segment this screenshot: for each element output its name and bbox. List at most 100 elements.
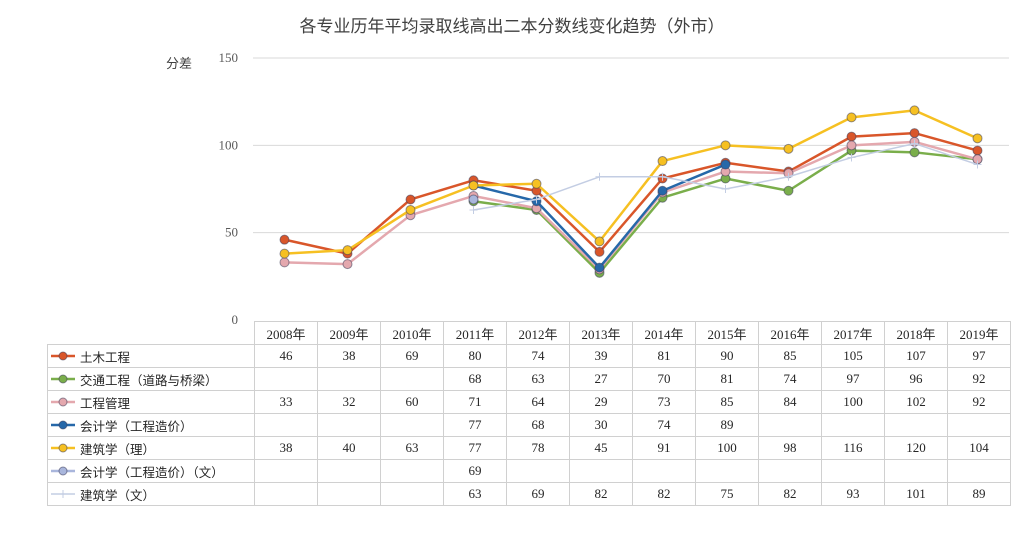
data-label [317, 459, 381, 483]
legend-key-marker [58, 466, 68, 476]
data-point [405, 204, 416, 215]
data-label: 63 [443, 482, 507, 506]
data-label: 84 [758, 390, 822, 414]
data-point [720, 159, 731, 170]
data-label: 116 [821, 436, 885, 460]
legend-key-marker [58, 351, 68, 361]
data-point [846, 131, 857, 142]
data-point [469, 205, 478, 214]
data-point [973, 160, 982, 169]
data-label: 81 [695, 367, 759, 391]
legend-entry: 建筑学（理） [47, 436, 255, 460]
table-row: 建筑学（文） 63 69 82 82 75 82 93 101 89 [47, 482, 1011, 506]
data-point [721, 185, 730, 193]
series-line [283, 109, 979, 255]
data-label: 85 [695, 390, 759, 414]
legend-label: 土木工程 [80, 349, 131, 365]
table-row: 交通工程（道路与桥梁） 68 63 27 70 81 74 97 96 92 [47, 367, 1011, 391]
legend-label: 工程管理 [80, 395, 131, 411]
data-label: 45 [569, 436, 633, 460]
data-label: 46 [254, 344, 318, 368]
data-point [972, 145, 983, 156]
data-label: 64 [506, 390, 570, 414]
data-label: 104 [947, 436, 1011, 460]
data-label: 68 [443, 367, 507, 391]
series-0 [279, 128, 983, 259]
data-label [695, 459, 759, 483]
data-label: 82 [758, 482, 822, 506]
data-point [594, 236, 605, 247]
data-label: 75 [695, 482, 759, 506]
x-tick-label: 2010年 [380, 321, 444, 345]
data-label: 98 [758, 436, 822, 460]
data-label: 38 [254, 436, 318, 460]
data-label: 68 [506, 413, 570, 437]
data-label: 81 [632, 344, 696, 368]
series-layer [279, 105, 983, 278]
data-label [380, 413, 444, 437]
data-label: 30 [569, 413, 633, 437]
y-tick-label: 50 [225, 225, 238, 240]
data-label: 90 [695, 344, 759, 368]
data-point [846, 140, 857, 151]
data-point [532, 195, 541, 204]
legend-label: 会计学（工程造价）（文） [80, 464, 224, 480]
data-point [720, 140, 731, 151]
legend-entry: 会计学（工程造价） [47, 413, 255, 437]
data-point [910, 139, 919, 148]
data-label: 82 [632, 482, 696, 506]
data-label: 85 [758, 344, 822, 368]
data-label: 74 [506, 344, 570, 368]
data-label [758, 413, 822, 437]
legend-entry: 会计学（工程造价）（文） [47, 459, 255, 483]
data-label: 89 [947, 482, 1011, 506]
data-label [569, 459, 633, 483]
data-point [342, 259, 353, 270]
data-point [909, 147, 920, 158]
data-label [254, 367, 318, 391]
data-point [595, 172, 604, 181]
legend-key-icon [51, 466, 75, 476]
series-6 [469, 139, 982, 214]
data-label: 107 [884, 344, 948, 368]
data-label [254, 459, 318, 483]
data-label [884, 459, 948, 483]
data-label: 100 [695, 436, 759, 460]
data-point [405, 194, 416, 205]
data-label: 78 [506, 436, 570, 460]
legend-key-marker [58, 420, 68, 430]
series-line [283, 140, 979, 271]
data-label: 96 [884, 367, 948, 391]
data-label: 39 [569, 344, 633, 368]
data-label: 60 [380, 390, 444, 414]
data-label: 69 [443, 459, 507, 483]
data-label: 102 [884, 390, 948, 414]
data-label: 82 [569, 482, 633, 506]
data-label: 105 [821, 344, 885, 368]
data-point [531, 178, 542, 189]
x-tick-label: 2008年 [254, 321, 318, 345]
data-label [506, 459, 570, 483]
data-point [909, 128, 920, 139]
data-point [909, 105, 920, 116]
data-point [972, 133, 983, 144]
x-tick-label: 2018年 [884, 321, 948, 345]
legend-key-marker [58, 397, 68, 407]
data-point [594, 262, 605, 273]
data-label: 74 [758, 367, 822, 391]
data-label [380, 482, 444, 506]
legend-key-icon [51, 490, 75, 498]
data-point [847, 153, 856, 162]
data-label: 32 [317, 390, 381, 414]
data-label: 77 [443, 413, 507, 437]
data-label: 101 [884, 482, 948, 506]
data-point [279, 234, 290, 245]
legend-key-icon [51, 397, 75, 407]
x-tick-label: 2014年 [632, 321, 696, 345]
data-point [657, 156, 668, 167]
data-label [821, 459, 885, 483]
legend-key-marker [58, 374, 68, 384]
data-label [317, 367, 381, 391]
data-point [594, 246, 605, 257]
data-label: 69 [380, 344, 444, 368]
